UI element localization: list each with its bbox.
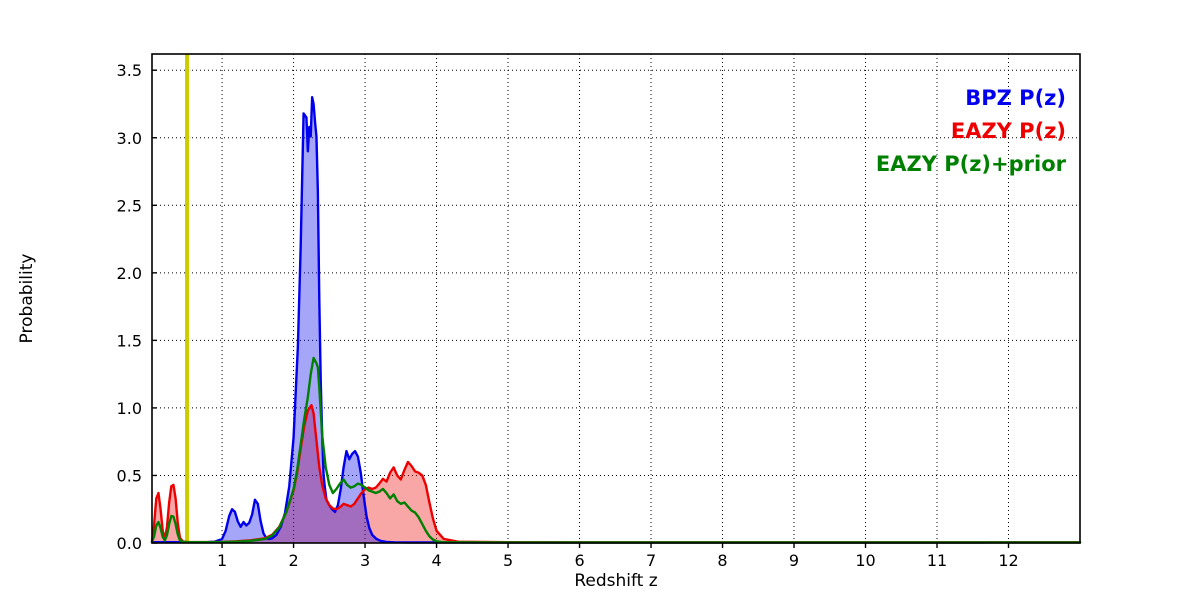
y-tick-label: 2.0 (117, 264, 142, 283)
plot-frame (151, 53, 1081, 544)
x-tick-label: 5 (503, 551, 513, 570)
x-axis-title: Redshift z (574, 571, 657, 591)
series-line (150, 356, 1082, 544)
grid-lines (152, 54, 1080, 543)
x-tick-label: 2 (288, 551, 298, 570)
y-tick-label: 1.0 (117, 399, 142, 418)
x-tick-label: 3 (360, 551, 370, 570)
x-tick-label: 12 (998, 551, 1018, 570)
y-tick-label: 2.5 (117, 196, 142, 215)
y-tick-label: 0.5 (117, 466, 142, 485)
series-line (150, 404, 1082, 544)
axis-ticks: 1 2 3 4 5 6 7 8 9 10 11 120.00.51.01.52.02.53.03.5 (117, 61, 1019, 570)
x-tick-label: 7 (646, 551, 656, 570)
legend-item-1: EAZY P(z) (951, 119, 1066, 143)
x-tick-label: 10 (855, 551, 875, 570)
y-tick-label: 3.0 (117, 129, 142, 148)
series-fill (152, 405, 1080, 543)
x-tick-label: 1 (217, 551, 227, 570)
legend-item-0: BPZ P(z) (965, 86, 1066, 110)
y-tick-label: 0.0 (117, 534, 142, 553)
x-tick-label: 4 (431, 551, 441, 570)
y-axis-title: Probability (17, 254, 37, 344)
x-tick-label: 6 (574, 551, 584, 570)
legend-item-2: EAZY P(z)+prior (876, 152, 1067, 176)
y-tick-label: 3.5 (117, 61, 142, 80)
series-fills (152, 97, 1080, 544)
x-tick-label: 9 (789, 551, 799, 570)
x-tick-label: 8 (717, 551, 727, 570)
legend: BPZ P(z) EAZY P(z) EAZY P(z)+prior (876, 86, 1067, 176)
x-tick-label: 11 (927, 551, 947, 570)
y-tick-label: 1.5 (117, 331, 142, 350)
